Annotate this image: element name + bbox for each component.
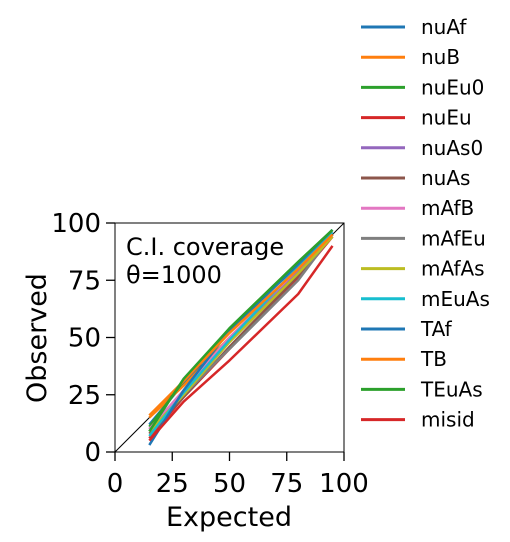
x-tick-label: 75 (270, 469, 303, 499)
annotation-line-1: C.I. coverage (126, 233, 284, 261)
y-tick-label: 50 (68, 324, 101, 354)
legend-label-nuAs0: nuAs0 (421, 136, 483, 160)
legend-label-mAfAs: mAfAs (421, 257, 485, 281)
axes: 0 25 50 75 100 0 25 50 75 100 (51, 209, 368, 499)
x-tick-label: 100 (319, 469, 369, 499)
legend-label-TEuAs: TEuAs (420, 377, 483, 401)
series-line-misid (148, 245, 334, 442)
y-tick-label: 100 (51, 209, 101, 239)
x-tick-label: 50 (213, 469, 246, 499)
y-tick-label: 0 (84, 438, 101, 468)
annotation-line-2: θ=1000 (126, 261, 222, 289)
legend-label-TAf: TAf (420, 317, 453, 341)
series-line-TEuAs (148, 228, 334, 433)
legend-label-TB: TB (420, 347, 447, 371)
plot-area (114, 222, 345, 453)
legend-label-mEuAs: mEuAs (421, 287, 490, 311)
legend-label-mAfEu: mAfEu (421, 226, 486, 250)
series-line-TB (148, 233, 334, 417)
x-tick-label: 0 (107, 469, 124, 499)
x-tick-label: 25 (156, 469, 189, 499)
x-axis-label: Expected (166, 502, 292, 533)
legend-label-nuB: nuB (421, 45, 460, 69)
legend-label-nuEu: nuEu (421, 106, 472, 130)
legend: nuAf nuB nuEu0 nuEu nuAs0 nuAs mAfB mAfEu mAfAs m… (361, 15, 490, 432)
legend-label-nuAf: nuAf (421, 15, 467, 39)
legend-label-mAfB: mAfB (421, 196, 474, 220)
y-axis-label: Observed (22, 273, 53, 403)
y-tick-label: 75 (68, 266, 101, 296)
y-tick-label: 25 (68, 381, 101, 411)
legend-label-misid: misid (421, 408, 475, 432)
legend-label-nuAs: nuAs (421, 166, 470, 190)
legend-label-nuEu0: nuEu0 (421, 75, 484, 99)
